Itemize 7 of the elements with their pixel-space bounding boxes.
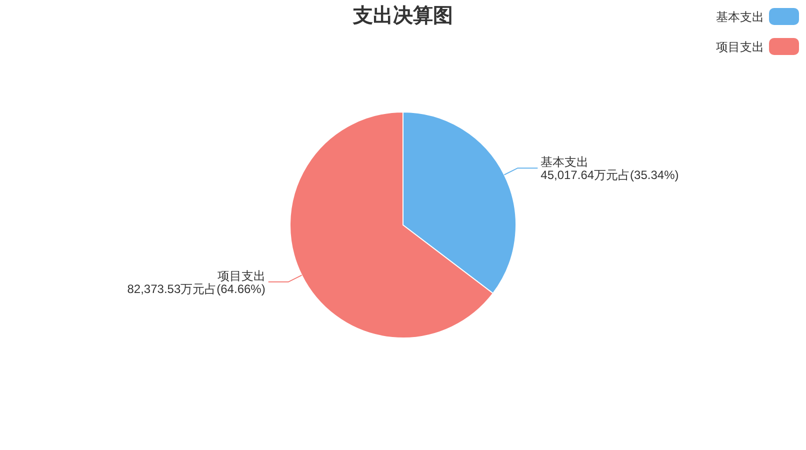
data-label: 82,373.53万元占(64.66%): [127, 282, 266, 296]
data-label: 45,017.64万元占(35.34%): [540, 168, 679, 182]
chart-title: 支出决算图: [352, 5, 453, 27]
slice-label: 基本支出: [540, 155, 589, 170]
legend-label: 基本支出: [716, 10, 764, 24]
slice-label: 项目支出: [217, 268, 266, 283]
legend-label: 项目支出: [716, 40, 764, 54]
